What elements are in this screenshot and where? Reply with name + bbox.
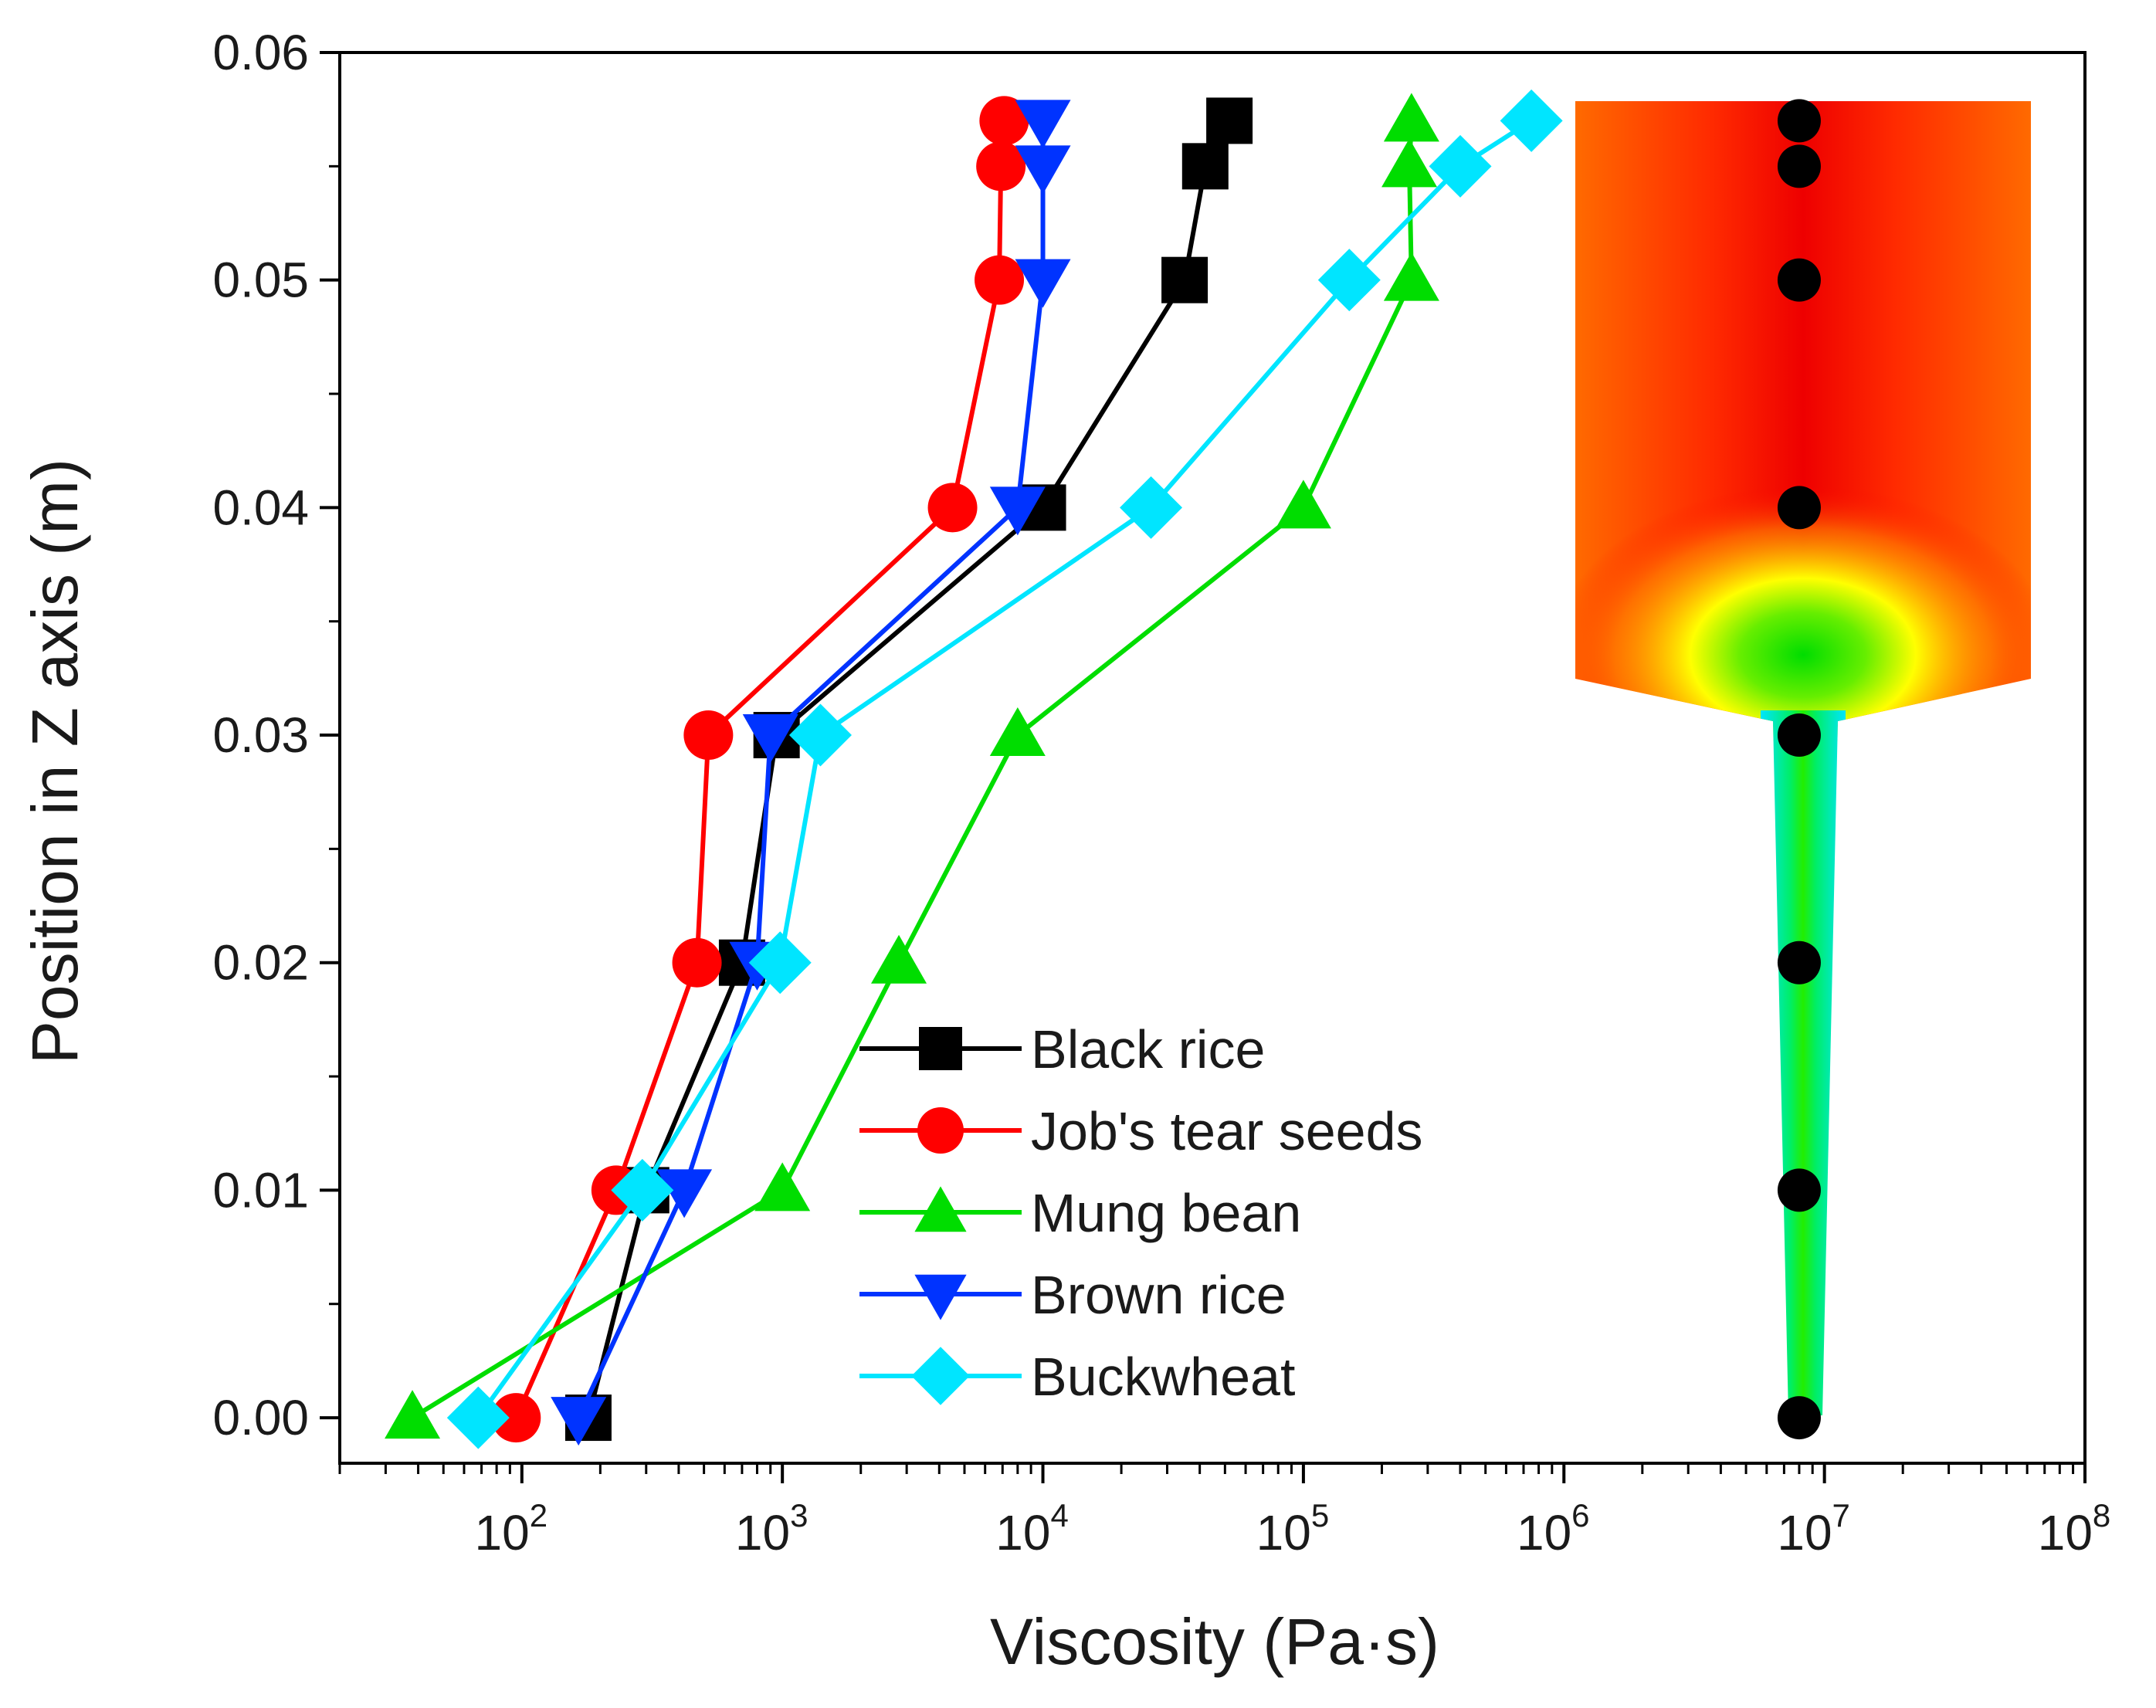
legend-marker xyxy=(914,1186,967,1232)
series-buckwheat xyxy=(446,89,1563,1449)
x-tick-label: 103 xyxy=(735,1497,808,1561)
data-point xyxy=(385,1390,441,1439)
probe-point xyxy=(1777,1396,1821,1440)
series-job-s-tear-seeds xyxy=(491,96,1029,1443)
legend-marker xyxy=(914,1274,967,1320)
data-point xyxy=(656,1169,713,1218)
data-point xyxy=(1500,89,1563,152)
data-point xyxy=(446,1386,510,1449)
data-point xyxy=(1275,480,1331,529)
data-point xyxy=(1383,252,1439,301)
y-tick-label: 0.03 xyxy=(212,707,309,763)
legend-label: Buckwheat xyxy=(1031,1347,1295,1407)
legend-marker xyxy=(911,1347,970,1405)
legend-marker xyxy=(919,1027,962,1070)
data-point xyxy=(927,483,978,533)
data-point xyxy=(788,703,852,767)
plot-frame xyxy=(338,51,2087,1465)
probe-point xyxy=(1777,713,1821,757)
data-point xyxy=(611,1158,674,1222)
plot-border xyxy=(338,51,2087,1465)
x-tick-label: 102 xyxy=(475,1497,548,1561)
x-tick-label: 105 xyxy=(1256,1497,1330,1561)
x-axis: 102 103 104 105 106 107 108 xyxy=(338,1463,2111,1561)
legend-item-mung-bean: Mung bean xyxy=(859,1183,1301,1243)
series-mung-bean xyxy=(385,93,1439,1439)
data-point xyxy=(989,707,1046,757)
data-point xyxy=(1383,93,1439,142)
probe-point xyxy=(1777,940,1821,984)
flow-simulation-inset xyxy=(1575,99,2031,1440)
data-point xyxy=(976,141,1026,191)
y-tick-label: 0.00 xyxy=(212,1390,309,1445)
legend-label: Black rice xyxy=(1031,1019,1265,1079)
legend-item-brown-rice: Brown rice xyxy=(859,1265,1286,1325)
legend-item-job-s-tear-seeds: Job's tear seeds xyxy=(859,1101,1423,1161)
x-tick-label: 106 xyxy=(1517,1497,1590,1561)
data-point xyxy=(551,1397,607,1446)
x-tick-label: 107 xyxy=(1777,1497,1850,1561)
y-axis-title: Position in Z axis (m) xyxy=(19,459,91,1064)
probe-point xyxy=(1777,258,1821,302)
data-point xyxy=(1206,97,1253,144)
x-tick-label: 108 xyxy=(2038,1497,2111,1561)
data-point xyxy=(1120,476,1183,539)
data-point xyxy=(748,931,812,995)
probe-point xyxy=(1777,99,1821,143)
probe-point xyxy=(1777,486,1821,530)
data-point xyxy=(672,937,722,988)
series-line xyxy=(576,120,1046,1419)
y-tick-label: 0.06 xyxy=(212,25,309,80)
plot-series xyxy=(385,89,1563,1449)
y-tick-label: 0.01 xyxy=(212,1162,309,1218)
legend-item-black-rice: Black rice xyxy=(859,1019,1265,1079)
x-axis-title: Viscosity (Pa·s) xyxy=(990,1605,1439,1678)
data-point xyxy=(1015,145,1071,195)
data-point xyxy=(1015,259,1071,308)
y-tick-label: 0.05 xyxy=(212,252,309,308)
data-point xyxy=(1381,138,1438,188)
legend-label: Brown rice xyxy=(1031,1265,1286,1325)
data-point xyxy=(1181,143,1229,190)
probe-point xyxy=(1777,144,1821,188)
data-point xyxy=(742,714,798,764)
data-point xyxy=(683,710,734,761)
series-line xyxy=(476,118,1533,1419)
data-point xyxy=(1161,256,1209,303)
data-point xyxy=(1429,134,1492,198)
data-point xyxy=(989,486,1046,536)
data-point xyxy=(979,96,1029,146)
legend-item-buckwheat: Buckwheat xyxy=(859,1347,1295,1407)
legend-marker xyxy=(917,1107,964,1154)
y-tick-label: 0.04 xyxy=(212,480,309,535)
legend: Black rice Job's tear seeds Mung bean Brown… xyxy=(859,1019,1423,1407)
x-tick-label: 104 xyxy=(995,1497,1069,1561)
data-point xyxy=(975,255,1025,305)
data-point xyxy=(1317,249,1381,312)
data-point xyxy=(1015,100,1071,149)
legend-label: Job's tear seeds xyxy=(1031,1101,1423,1161)
data-point xyxy=(491,1393,541,1443)
data-point xyxy=(754,1162,811,1212)
y-axis: 0.00 0.01 0.02 0.03 0.04 0.05 0.06 xyxy=(212,25,340,1445)
data-point xyxy=(871,934,927,984)
y-tick-label: 0.02 xyxy=(212,935,309,991)
probe-point xyxy=(1777,1168,1821,1212)
legend-label: Mung bean xyxy=(1031,1183,1301,1243)
